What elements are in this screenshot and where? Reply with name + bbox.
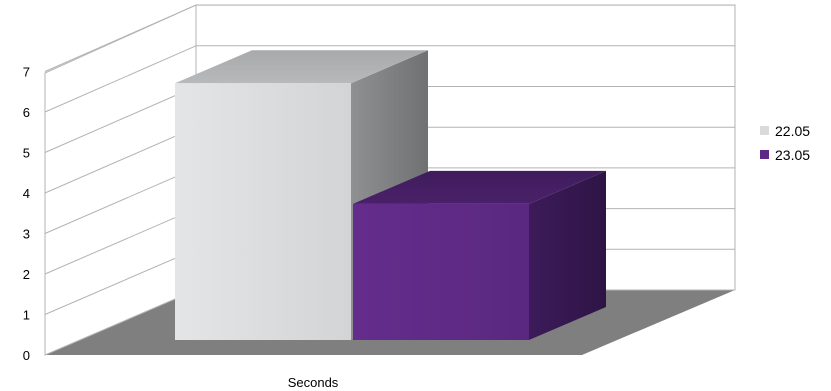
gridline-side: [44, 126, 197, 194]
bars: [175, 50, 606, 340]
legend: 22.05 23.05: [760, 123, 810, 163]
gridline-side: [44, 45, 197, 113]
bar-top-face: [353, 170, 606, 204]
bar-front-face: [175, 83, 351, 340]
y-tick-label: 2: [23, 267, 30, 282]
y-tick-label: 1: [23, 308, 30, 323]
bar-23.05: [353, 170, 606, 340]
bar-side-face: [529, 170, 606, 340]
legend-swatch: [760, 150, 769, 159]
y-tick-label: 4: [23, 186, 30, 201]
bar-top-face: [175, 50, 428, 84]
y-tick-label: 7: [23, 65, 30, 80]
x-category-label: Seconds: [288, 375, 339, 390]
gridline-side: [44, 167, 197, 234]
x-axis-categories: Seconds: [288, 375, 339, 390]
gridline-side: [44, 86, 197, 153]
bar-front-face: [353, 203, 529, 340]
y-tick-label: 5: [23, 146, 30, 161]
gridline-side: [44, 208, 197, 275]
y-axis-ticks: 0 1 2 3 4 5 6 7: [23, 65, 30, 364]
y-tick-label: 6: [23, 105, 30, 120]
gridline-side: [44, 248, 197, 315]
y-tick-label: 0: [23, 348, 30, 363]
legend-swatch: [760, 126, 769, 135]
gridline-side: [44, 4, 197, 72]
legend-label: 23.05: [775, 147, 810, 163]
legend-label: 22.05: [775, 123, 810, 139]
y-tick-label: 3: [23, 227, 30, 242]
